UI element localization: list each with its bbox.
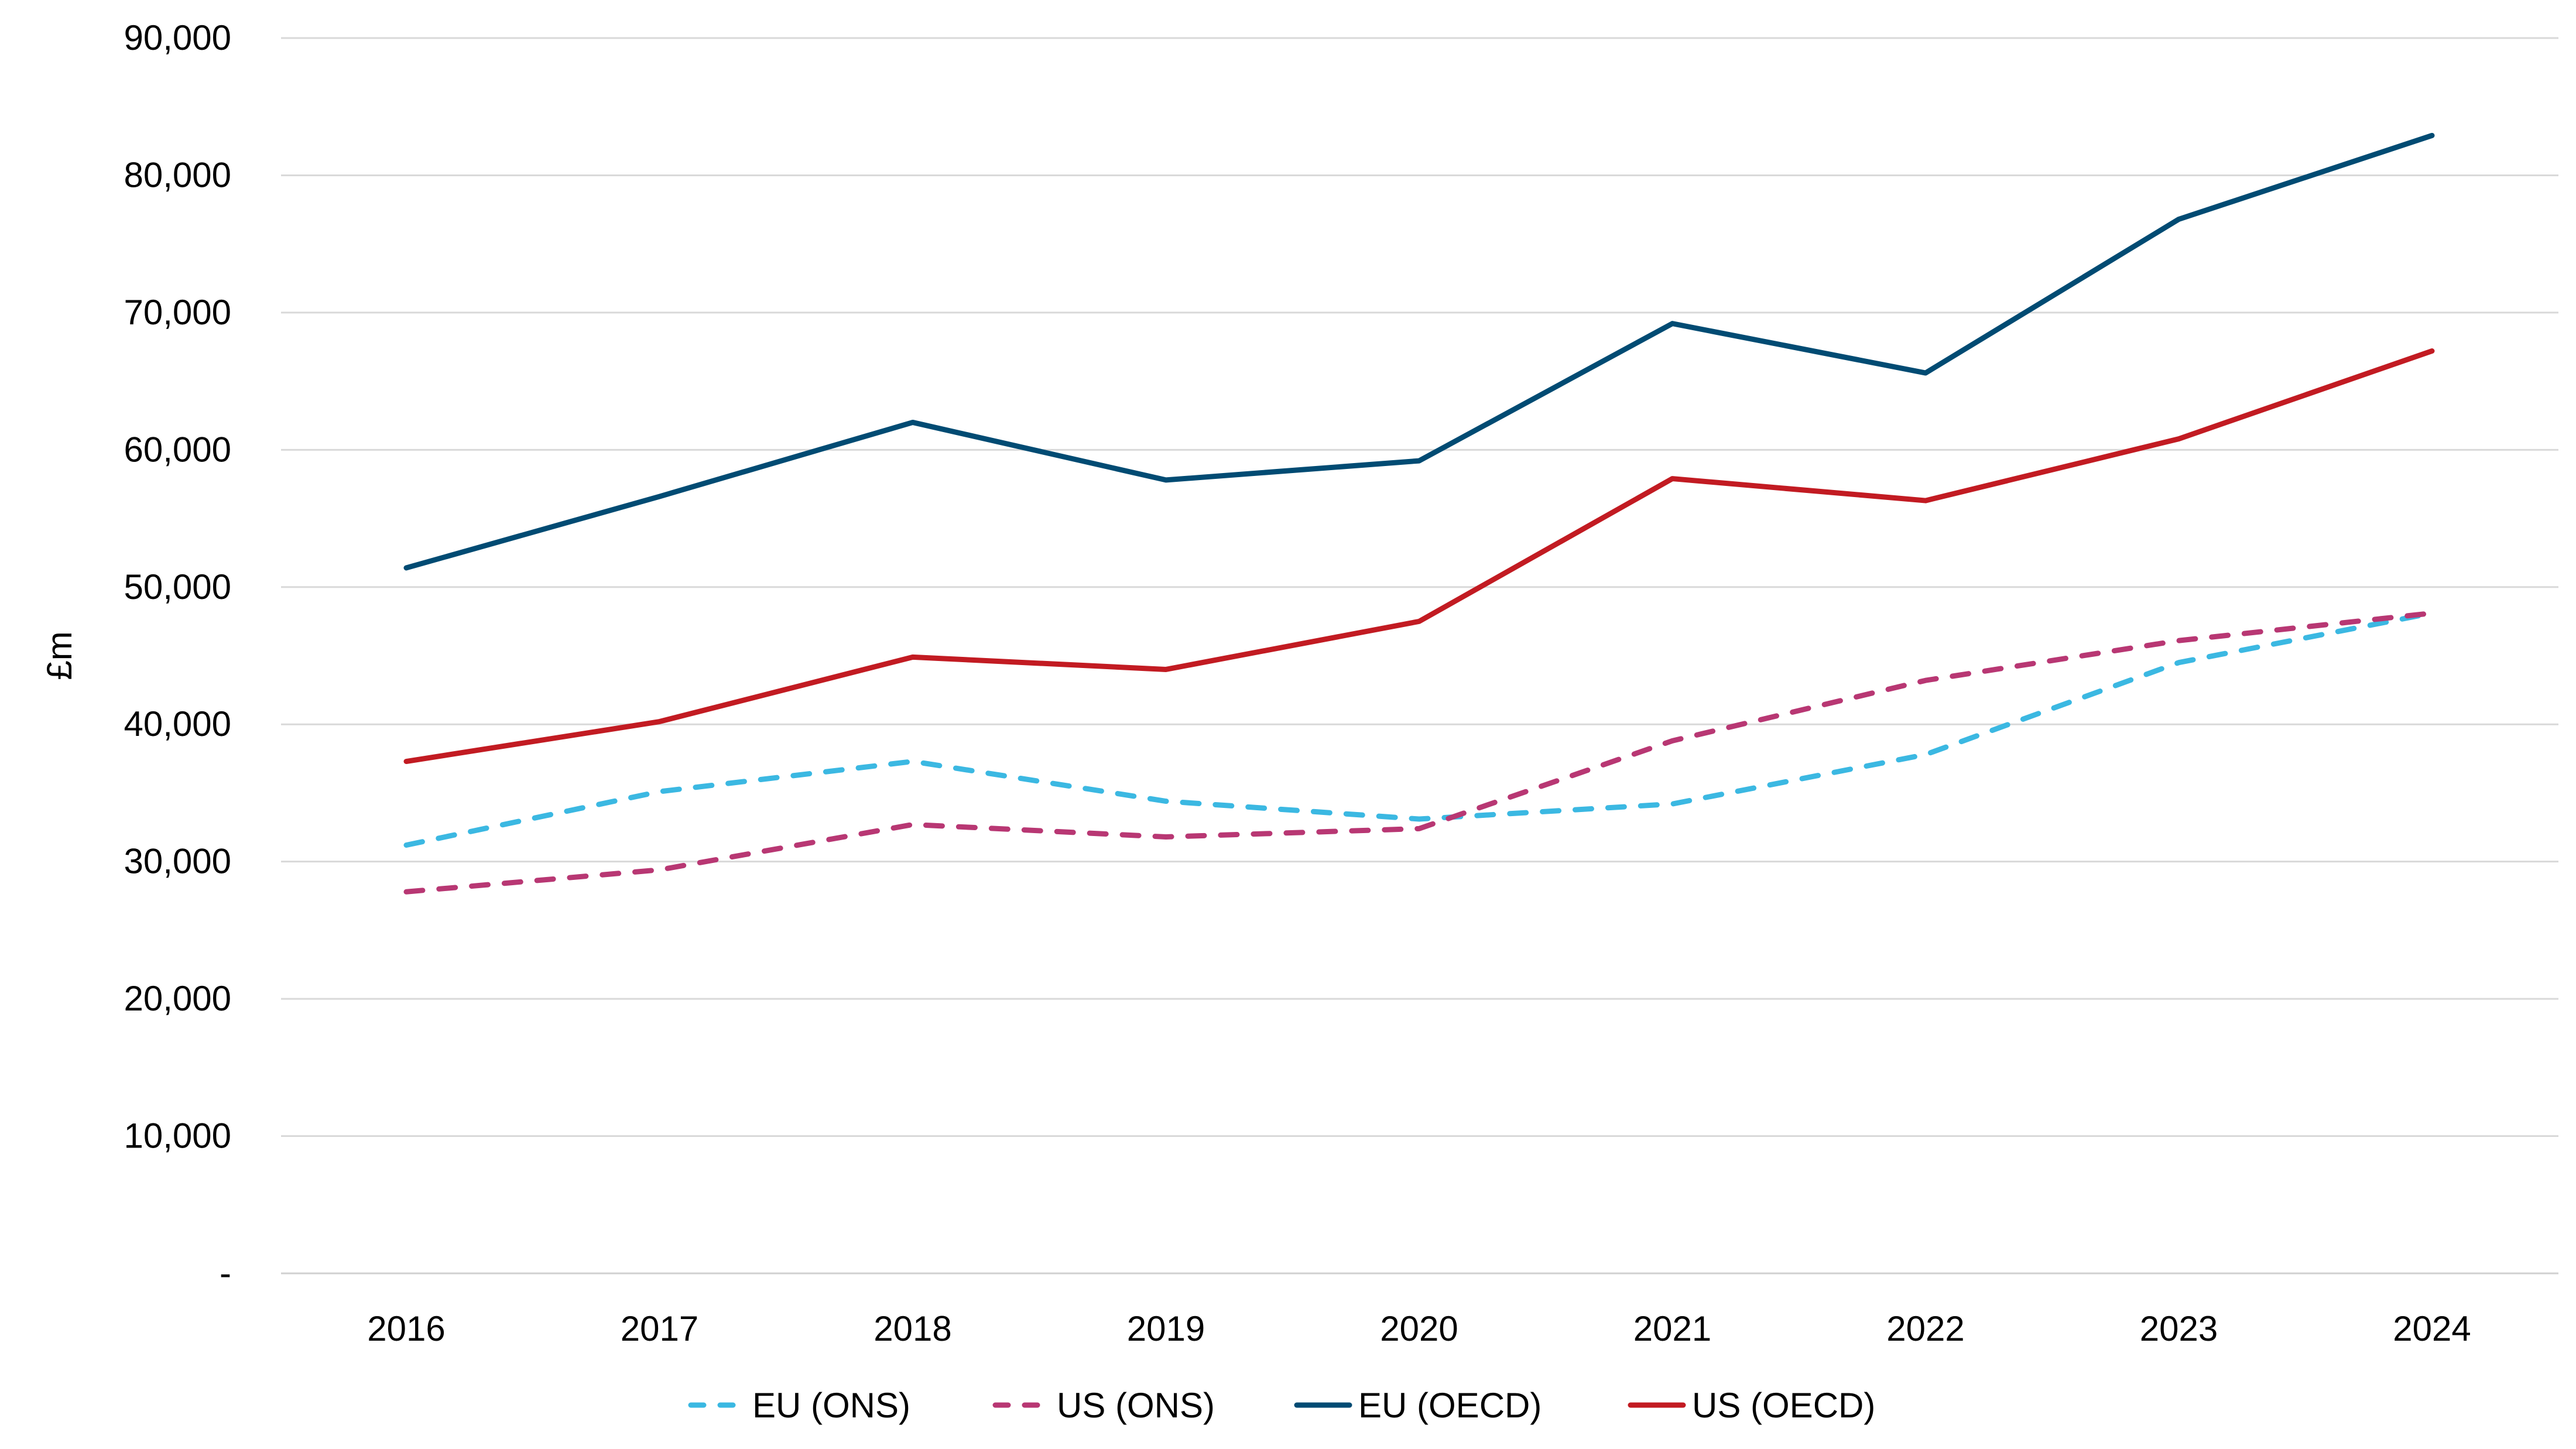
y-tick-label: 60,000 (124, 430, 231, 469)
series-eu-oecd (403, 132, 2435, 571)
x-tick-label: 2023 (2140, 1309, 2218, 1348)
x-tick-label: 2018 (873, 1309, 951, 1348)
y-tick-label: 70,000 (124, 293, 231, 332)
legend: EU (ONS) US (ONS) EU (OECD) US (OECD) (688, 1386, 1875, 1425)
y-tick-label: - (220, 1253, 231, 1293)
legend-label: EU (ONS) (752, 1386, 910, 1425)
y-tick-label: 20,000 (124, 979, 231, 1018)
y-tick-label: 80,000 (124, 155, 231, 194)
x-tick-label: 2021 (1633, 1309, 1711, 1348)
legend-label: EU (OECD) (1358, 1386, 1542, 1425)
series-line (403, 610, 2435, 895)
legend-item: EU (ONS) (688, 1386, 910, 1425)
x-tick-label: 2024 (2393, 1309, 2471, 1348)
y-axis-ticks: - 10,000 20,000 30,000 40,000 50,000 60,000 70,… (124, 18, 231, 1293)
series-line (403, 132, 2435, 571)
series-line (403, 610, 2435, 848)
y-tick-label: 50,000 (124, 567, 231, 607)
series-eu-ons (403, 610, 2435, 848)
series-lines (403, 132, 2435, 895)
x-tick-label: 2022 (1886, 1309, 1964, 1348)
series-line (403, 348, 2435, 765)
x-tick-label: 2020 (1380, 1309, 1458, 1348)
y-tick-label: 90,000 (124, 18, 231, 57)
y-tick-label: 30,000 (124, 842, 231, 881)
y-axis-label: £m (40, 631, 79, 680)
series-us-oecd (403, 348, 2435, 765)
y-tick-label: 40,000 (124, 704, 231, 744)
x-tick-label: 2017 (621, 1309, 698, 1348)
x-axis-ticks: 2016 2017 2018 2019 2020 2021 2022 2023 2024 (367, 1309, 2471, 1348)
y-tick-label: 10,000 (124, 1116, 231, 1156)
x-tick-label: 2016 (367, 1309, 445, 1348)
x-tick-label: 2019 (1127, 1309, 1205, 1348)
series-us-ons (403, 610, 2435, 895)
gridlines (281, 37, 2558, 1275)
legend-item: US (ONS) (992, 1386, 1215, 1425)
legend-item: US (OECD) (1628, 1386, 1875, 1425)
legend-item: EU (OECD) (1294, 1386, 1542, 1425)
legend-label: US (OECD) (1692, 1386, 1875, 1425)
legend-label: US (ONS) (1057, 1386, 1215, 1425)
